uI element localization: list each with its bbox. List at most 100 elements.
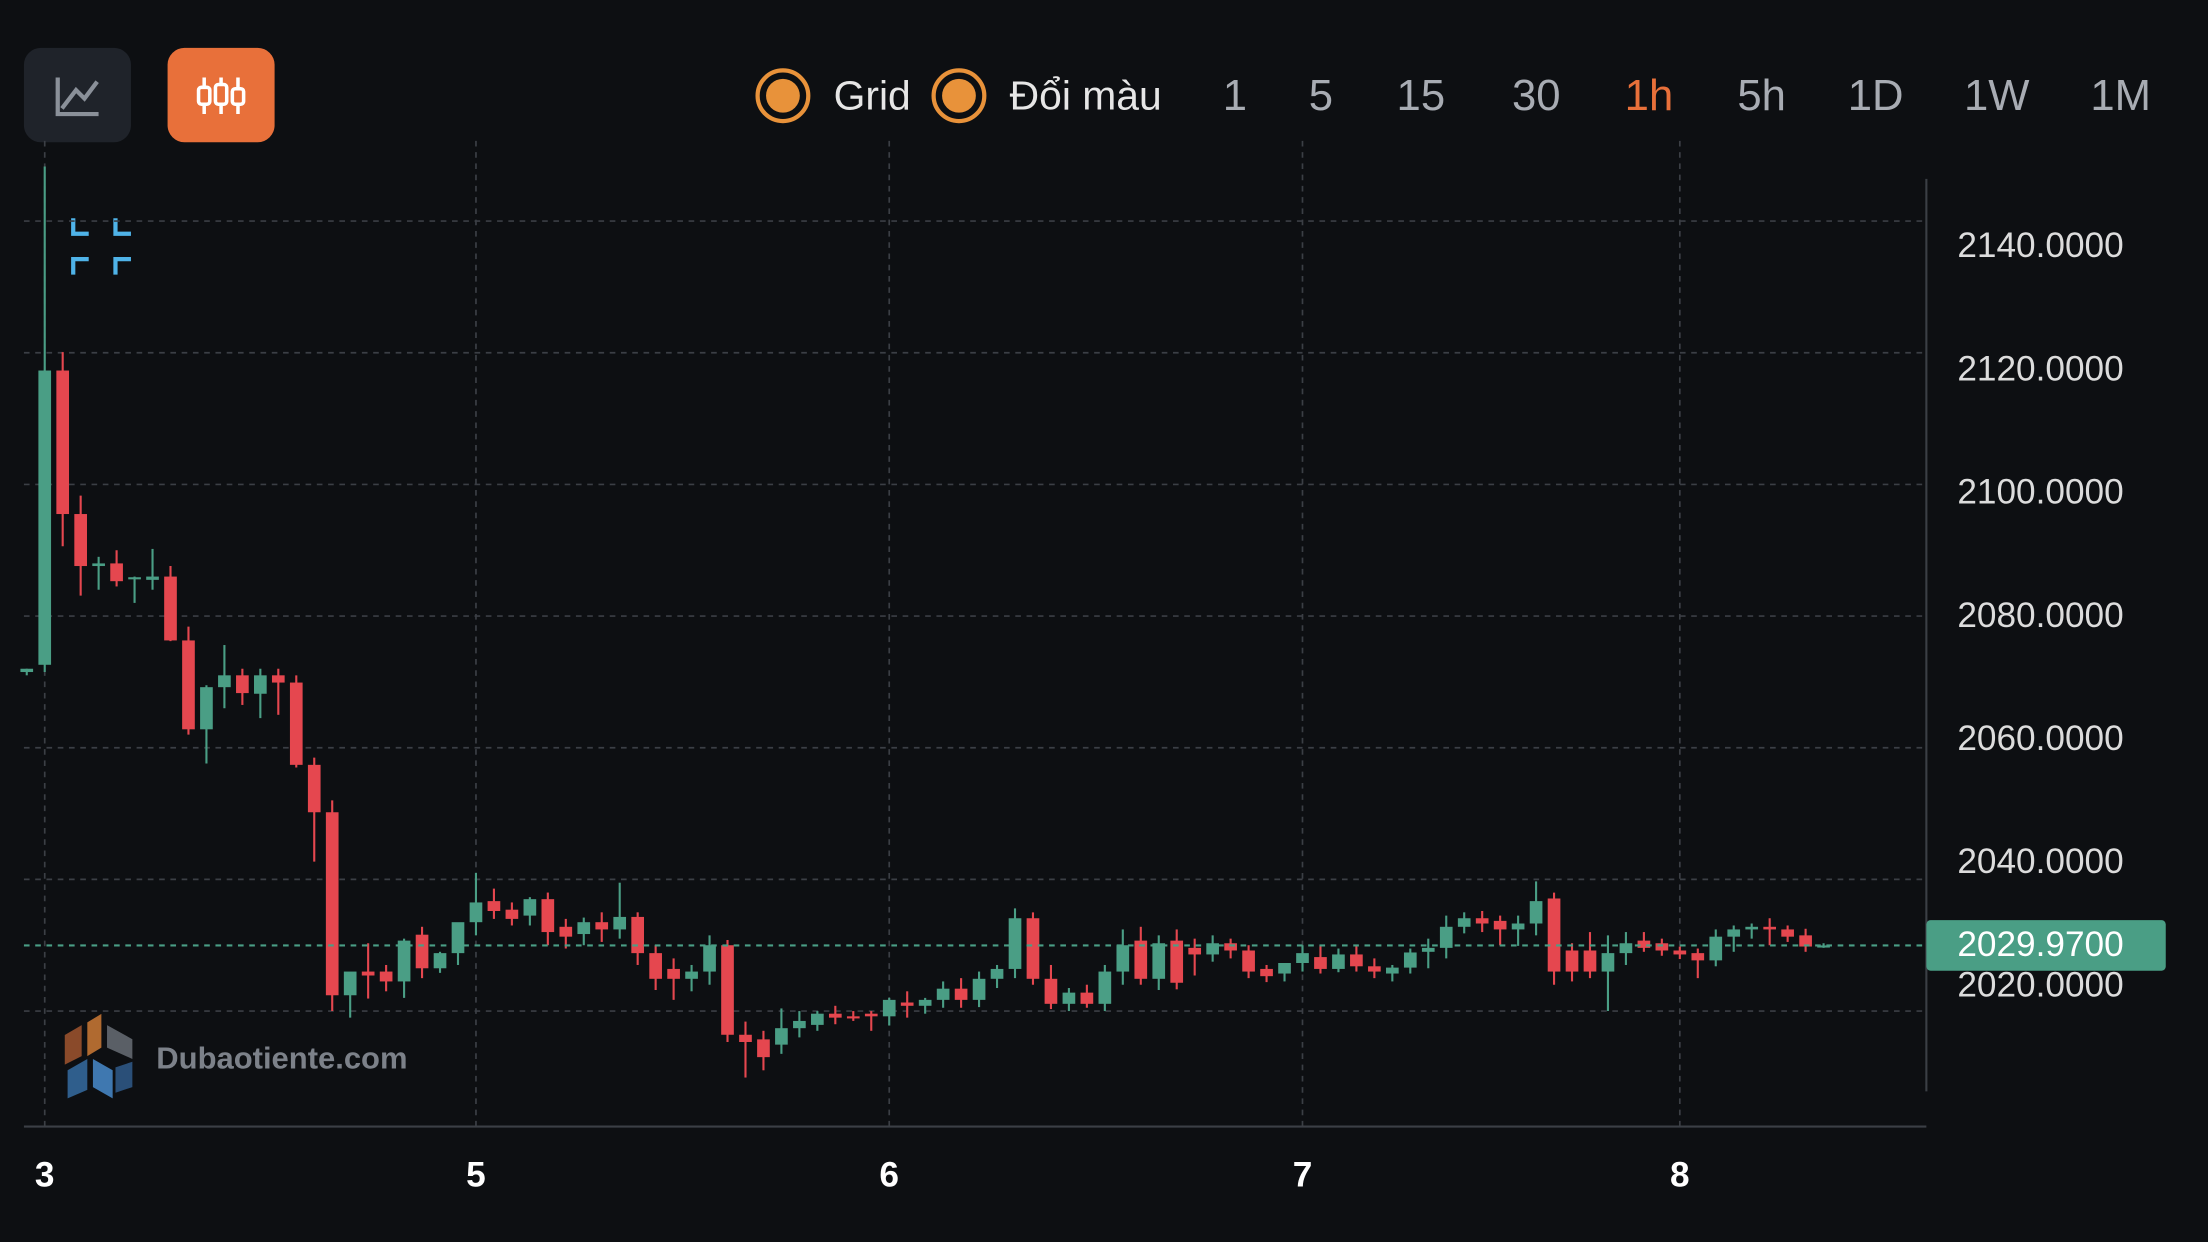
candle-body xyxy=(361,971,375,976)
candle-body xyxy=(1152,943,1166,979)
candle-body xyxy=(828,1013,842,1018)
watermark-text: Dubaotiente.com xyxy=(156,1041,407,1076)
exit-fullscreen-icon[interactable] xyxy=(71,218,131,275)
candle-body xyxy=(1763,926,1777,930)
candle-body xyxy=(1421,947,1435,952)
candle-body xyxy=(1691,953,1705,961)
candle-body xyxy=(1008,918,1022,969)
toggle[interactable]: Đổi màu xyxy=(931,68,1162,124)
candle-body xyxy=(1332,954,1345,969)
candle-body xyxy=(775,1028,788,1045)
candle-body xyxy=(1188,947,1202,955)
candle-body xyxy=(236,675,249,694)
candle-body xyxy=(1242,950,1255,972)
y-tick-label: 2140.0000 xyxy=(1957,226,2123,265)
candle-body xyxy=(1583,950,1597,972)
candle-body xyxy=(918,999,932,1006)
candle-body xyxy=(990,968,1004,979)
candle-body xyxy=(882,999,896,1017)
interval-button[interactable]: 1D xyxy=(1848,71,1904,120)
candle-body xyxy=(811,1013,824,1025)
y-tick-label: 2120.0000 xyxy=(1957,349,2123,388)
candle-body xyxy=(1619,943,1633,954)
logo-shape xyxy=(115,1061,133,1093)
interval-button[interactable]: 5h xyxy=(1737,71,1786,120)
x-tick-label: 6 xyxy=(879,1156,899,1195)
candle-icon xyxy=(196,85,212,106)
interval-button[interactable]: 1W xyxy=(1964,71,2030,120)
interval-button[interactable]: 30 xyxy=(1512,71,1561,120)
candle-body xyxy=(38,370,52,665)
candle-body xyxy=(92,563,105,567)
toggle[interactable]: Grid xyxy=(755,68,911,124)
candle-body xyxy=(289,682,303,765)
logo-shape xyxy=(92,1058,113,1099)
last-price-badge xyxy=(1926,920,2166,971)
candle-body xyxy=(415,934,429,969)
candle-body xyxy=(433,953,447,969)
candle-body xyxy=(1260,968,1273,977)
candle-body xyxy=(1296,953,1309,964)
candle-body xyxy=(1170,940,1184,983)
candle-body xyxy=(1134,940,1148,979)
candle-body xyxy=(1475,918,1489,924)
candle-body xyxy=(182,640,195,730)
candle-body xyxy=(1709,936,1723,961)
candle-body xyxy=(397,940,411,982)
x-tick-label: 7 xyxy=(1293,1156,1313,1195)
watermark: Dubaotiente.com xyxy=(64,1013,408,1099)
interval-button[interactable]: 5 xyxy=(1309,71,1333,120)
candle-body xyxy=(325,812,339,996)
interval-button[interactable]: 1h xyxy=(1625,71,1674,120)
candle-body xyxy=(1439,926,1453,948)
logo-shape xyxy=(87,1013,102,1057)
candle-body xyxy=(271,675,285,683)
candle-body xyxy=(757,1039,770,1058)
candle-body xyxy=(523,899,537,916)
candle-body xyxy=(1457,918,1471,927)
candle-body xyxy=(1601,953,1615,972)
logo-shape xyxy=(67,1058,88,1099)
line-chart-button[interactable] xyxy=(23,47,131,143)
candle-body xyxy=(1547,898,1561,972)
y-tick-label: 2080.0000 xyxy=(1957,596,2123,635)
x-tick-label: 5 xyxy=(466,1156,486,1195)
x-tick-label: 3 xyxy=(35,1156,55,1195)
candle-chart-button[interactable] xyxy=(167,47,275,143)
candle-body xyxy=(379,971,393,982)
candle-body xyxy=(631,916,645,954)
candle-body xyxy=(74,514,87,567)
x-tick-label: 8 xyxy=(1670,1156,1690,1195)
candle-body xyxy=(739,1034,752,1043)
candle-body xyxy=(505,909,519,919)
candle-body xyxy=(1727,929,1741,937)
candle-body xyxy=(1673,950,1687,955)
interval-button[interactable]: 1M xyxy=(2090,71,2151,120)
candle-body xyxy=(900,1002,914,1006)
candle-body xyxy=(541,899,555,933)
candle-body xyxy=(954,988,968,1000)
radio xyxy=(931,68,987,124)
candle-body xyxy=(307,764,321,813)
candle-body xyxy=(164,576,177,641)
candle-body xyxy=(1080,992,1094,1004)
y-tick-label: 2040.0000 xyxy=(1957,842,2123,881)
interval-button[interactable]: 1 xyxy=(1223,71,1247,120)
candle-body xyxy=(1314,957,1327,969)
candle-body xyxy=(1098,971,1112,1004)
radio xyxy=(755,68,811,124)
candle-body xyxy=(613,916,627,930)
candle-body xyxy=(1799,935,1812,947)
candle-body xyxy=(343,971,357,996)
candle-body xyxy=(1655,943,1669,951)
candle-body xyxy=(577,922,591,935)
line-icon xyxy=(55,77,99,117)
interval-button[interactable]: 15 xyxy=(1397,71,1446,120)
candle-body xyxy=(864,1013,878,1017)
candle-body xyxy=(721,945,734,1035)
candle-body xyxy=(110,563,123,582)
candle-body xyxy=(1350,954,1363,967)
candle-body xyxy=(1493,920,1507,930)
